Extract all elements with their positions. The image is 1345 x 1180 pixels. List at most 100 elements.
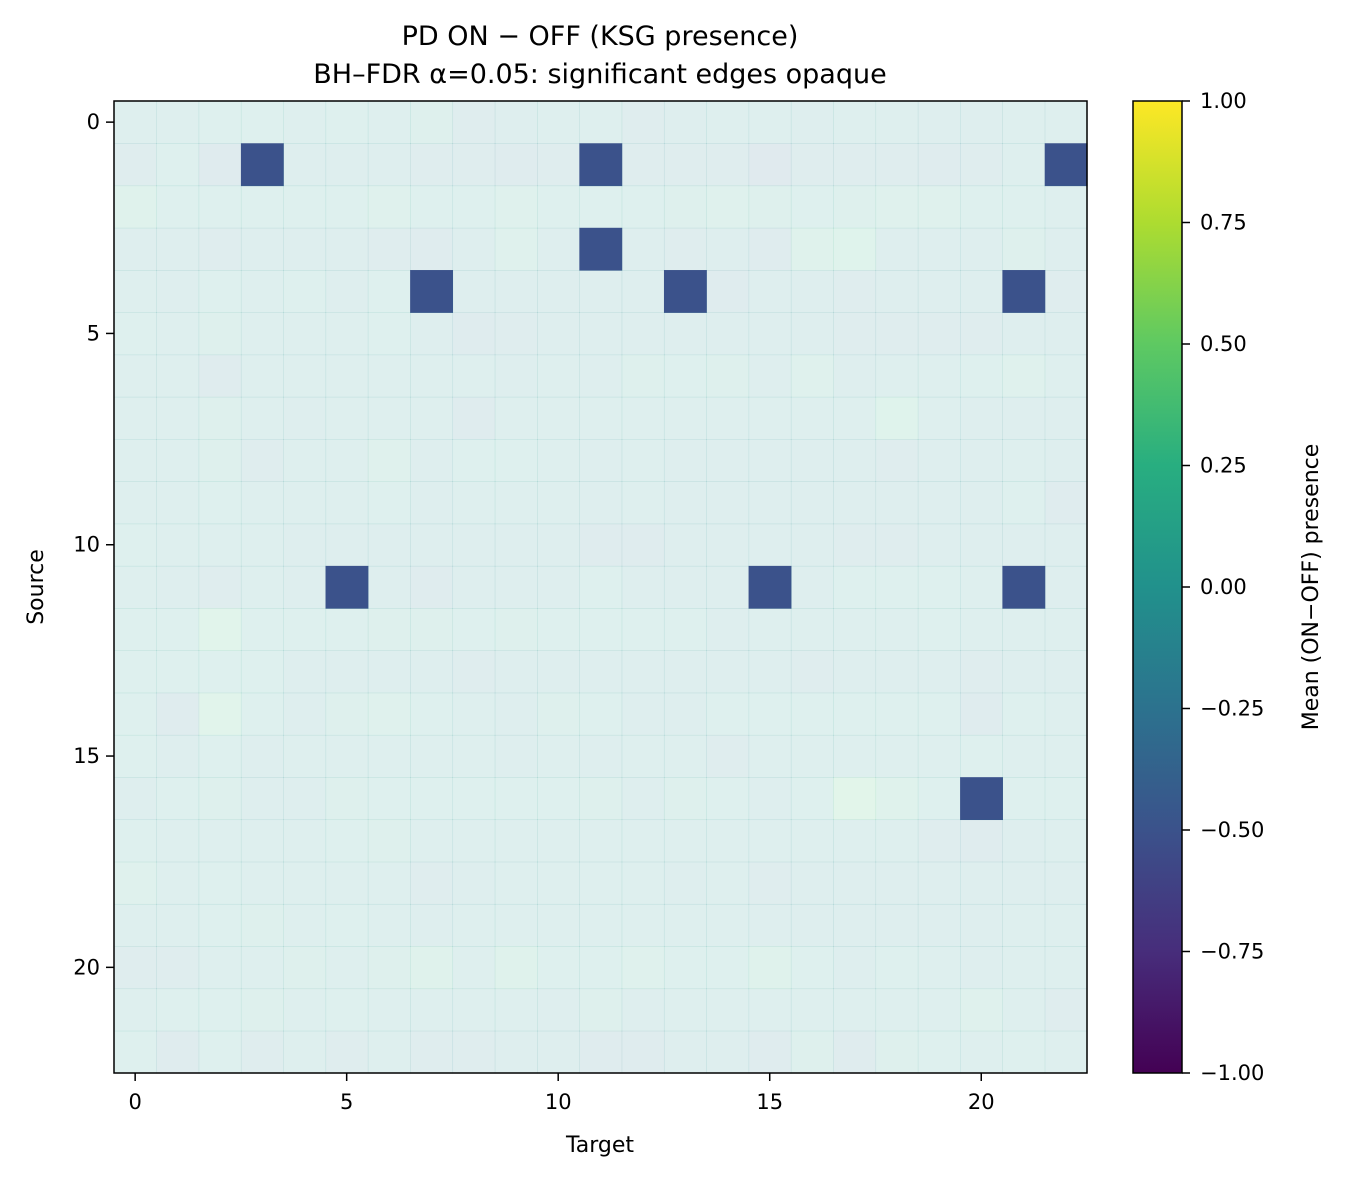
heatmap-cell bbox=[875, 819, 919, 863]
heatmap-cell bbox=[452, 903, 496, 947]
heatmap-cell bbox=[1044, 946, 1088, 990]
heatmap-cell bbox=[283, 692, 327, 736]
heatmap-cell bbox=[410, 903, 454, 947]
heatmap-cell bbox=[240, 523, 284, 567]
heatmap-cell bbox=[960, 988, 1003, 1032]
heatmap-cell bbox=[367, 143, 411, 187]
x-tick-label: 0 bbox=[128, 1090, 141, 1114]
heatmap-cell bbox=[494, 481, 538, 525]
heatmap-cell bbox=[960, 608, 1003, 651]
heatmap-cell bbox=[917, 692, 961, 736]
heatmap-cell bbox=[367, 312, 411, 356]
heatmap-cell bbox=[875, 523, 919, 567]
heatmap-cell bbox=[198, 1030, 242, 1074]
heatmap-cell bbox=[1044, 396, 1088, 440]
heatmap-cell bbox=[283, 270, 327, 313]
heatmap-cell bbox=[537, 734, 580, 778]
heatmap-cell bbox=[621, 396, 665, 440]
heatmap-cell bbox=[198, 227, 242, 271]
heatmap-cell bbox=[875, 101, 919, 144]
heatmap-cell bbox=[240, 565, 284, 609]
heatmap-cell bbox=[283, 481, 327, 525]
heatmap-cell bbox=[367, 903, 411, 947]
heatmap-cell bbox=[452, 565, 496, 609]
heatmap-cell bbox=[283, 988, 327, 1032]
heatmap-cell bbox=[917, 608, 961, 651]
heatmap-cell bbox=[494, 861, 538, 905]
heatmap-cell-significant bbox=[410, 270, 454, 313]
y-tick-label: 20 bbox=[73, 955, 100, 979]
heatmap-cell bbox=[325, 777, 369, 821]
heatmap-cell bbox=[1002, 777, 1046, 821]
heatmap-cell bbox=[579, 1030, 623, 1074]
heatmap-cell bbox=[706, 903, 750, 947]
heatmap-cell bbox=[1044, 819, 1088, 863]
heatmap-cell bbox=[114, 734, 157, 778]
heatmap-cell bbox=[1044, 101, 1088, 144]
heatmap-cell bbox=[367, 946, 411, 990]
heatmap-cell bbox=[537, 565, 580, 609]
heatmap-cell bbox=[875, 439, 919, 482]
heatmap-cell bbox=[156, 988, 200, 1032]
heatmap-cell bbox=[706, 608, 750, 651]
heatmap-cell bbox=[494, 650, 538, 694]
heatmap-cell bbox=[663, 903, 707, 947]
heatmap-cell bbox=[156, 777, 200, 821]
heatmap-cell bbox=[917, 1030, 961, 1074]
heatmap-cell bbox=[114, 270, 157, 313]
heatmap-cell bbox=[198, 819, 242, 863]
heatmap-cell-significant bbox=[240, 143, 284, 187]
heatmap-cell bbox=[917, 396, 961, 440]
heatmap-cell bbox=[833, 565, 877, 609]
heatmap-cell bbox=[1002, 523, 1046, 567]
heatmap-cell bbox=[579, 650, 623, 694]
heatmap-cell bbox=[537, 227, 580, 271]
heatmap-cell bbox=[198, 777, 242, 821]
heatmap-cell bbox=[198, 354, 242, 398]
heatmap-cell bbox=[706, 439, 750, 482]
heatmap-cell bbox=[452, 692, 496, 736]
heatmap-cell bbox=[283, 734, 327, 778]
heatmap-cell bbox=[283, 777, 327, 821]
heatmap-cell bbox=[875, 988, 919, 1032]
heatmap-cell bbox=[875, 354, 919, 398]
heatmap-cell bbox=[790, 143, 834, 187]
heatmap-cell bbox=[494, 903, 538, 947]
heatmap-cell bbox=[114, 227, 157, 271]
heatmap-cell bbox=[198, 608, 242, 651]
heatmap-cell bbox=[960, 227, 1003, 271]
heatmap-cell bbox=[452, 819, 496, 863]
heatmap-cell bbox=[621, 1030, 665, 1074]
heatmap-cell bbox=[706, 312, 750, 356]
heatmap-cell bbox=[917, 819, 961, 863]
heatmap-cell bbox=[706, 396, 750, 440]
heatmap-cell bbox=[494, 734, 538, 778]
heatmap-cell bbox=[875, 734, 919, 778]
heatmap-cell bbox=[494, 565, 538, 609]
heatmap-cell bbox=[748, 354, 792, 398]
heatmap-cell bbox=[1002, 1030, 1046, 1074]
heatmap-cell bbox=[748, 481, 792, 525]
heatmap-cell bbox=[537, 523, 580, 567]
heatmap-cell bbox=[875, 227, 919, 271]
colorbar-tick-label: 1.00 bbox=[1200, 89, 1247, 113]
x-tick-label: 10 bbox=[545, 1090, 572, 1114]
heatmap-cell bbox=[198, 988, 242, 1032]
heatmap-cell bbox=[663, 1030, 707, 1074]
heatmap-cell bbox=[790, 819, 834, 863]
heatmap-cell bbox=[240, 946, 284, 990]
heatmap-cell bbox=[1002, 903, 1046, 947]
plot-frame bbox=[113, 100, 1088, 1074]
heatmap-cell bbox=[960, 481, 1003, 525]
heatmap-cell bbox=[960, 903, 1003, 947]
heatmap-cell bbox=[537, 946, 580, 990]
heatmap-cell bbox=[706, 185, 750, 229]
heatmap-cell bbox=[410, 101, 454, 144]
colorbar-tick-label: −0.50 bbox=[1200, 818, 1264, 842]
heatmap-cell bbox=[452, 439, 496, 482]
heatmap-cell bbox=[790, 650, 834, 694]
heatmap-cell bbox=[537, 396, 580, 440]
heatmap-cell bbox=[325, 354, 369, 398]
heatmap-cell bbox=[367, 692, 411, 736]
heatmap-cell bbox=[325, 734, 369, 778]
